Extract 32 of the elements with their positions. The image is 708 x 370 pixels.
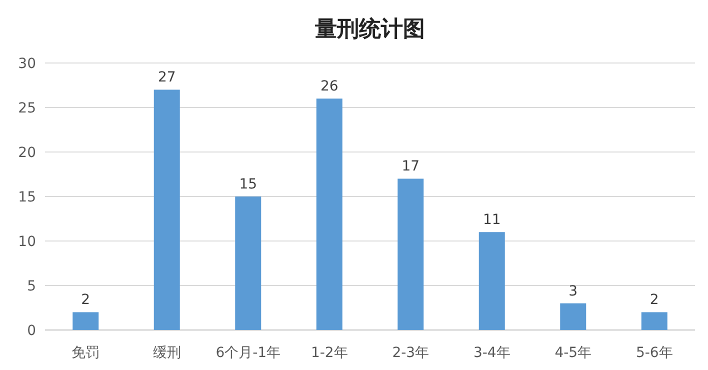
x-tick-label: 缓刑 (152, 345, 181, 361)
chart-title: 量刑统计图 (314, 16, 425, 42)
data-label: 27 (158, 70, 176, 86)
bar (398, 178, 424, 330)
bar (560, 303, 586, 330)
bar (154, 90, 180, 330)
x-tick-label: 3-4年 (473, 345, 510, 361)
y-tick-label: 10 (18, 234, 36, 250)
bar (316, 98, 342, 330)
data-label: 2 (650, 292, 659, 308)
x-tick-label: 4-5年 (554, 345, 592, 361)
data-label: 15 (239, 176, 258, 192)
x-tick-label: 2-3年 (392, 345, 430, 361)
data-label: 26 (320, 78, 338, 95)
x-tick-label: 5-6年 (636, 345, 673, 361)
y-tick-label: 15 (18, 190, 36, 206)
bar (235, 196, 262, 330)
data-label: 11 (482, 212, 501, 228)
y-tick-label: 25 (18, 100, 36, 116)
data-label: 3 (568, 283, 578, 300)
bar (641, 312, 668, 330)
bar (478, 232, 505, 330)
data-label: 17 (402, 158, 420, 175)
y-tick-label: 30 (18, 56, 36, 72)
y-tick-label: 20 (18, 145, 36, 161)
data-label: 2 (81, 292, 90, 308)
bar (72, 312, 99, 330)
x-tick-label: 6个月-1年 (216, 345, 281, 361)
y-tick-label: 0 (27, 323, 36, 339)
x-tick-label: 1-2年 (310, 345, 348, 361)
x-tick-label: 免罚 (72, 345, 100, 361)
y-tick-label: 5 (27, 278, 36, 294)
